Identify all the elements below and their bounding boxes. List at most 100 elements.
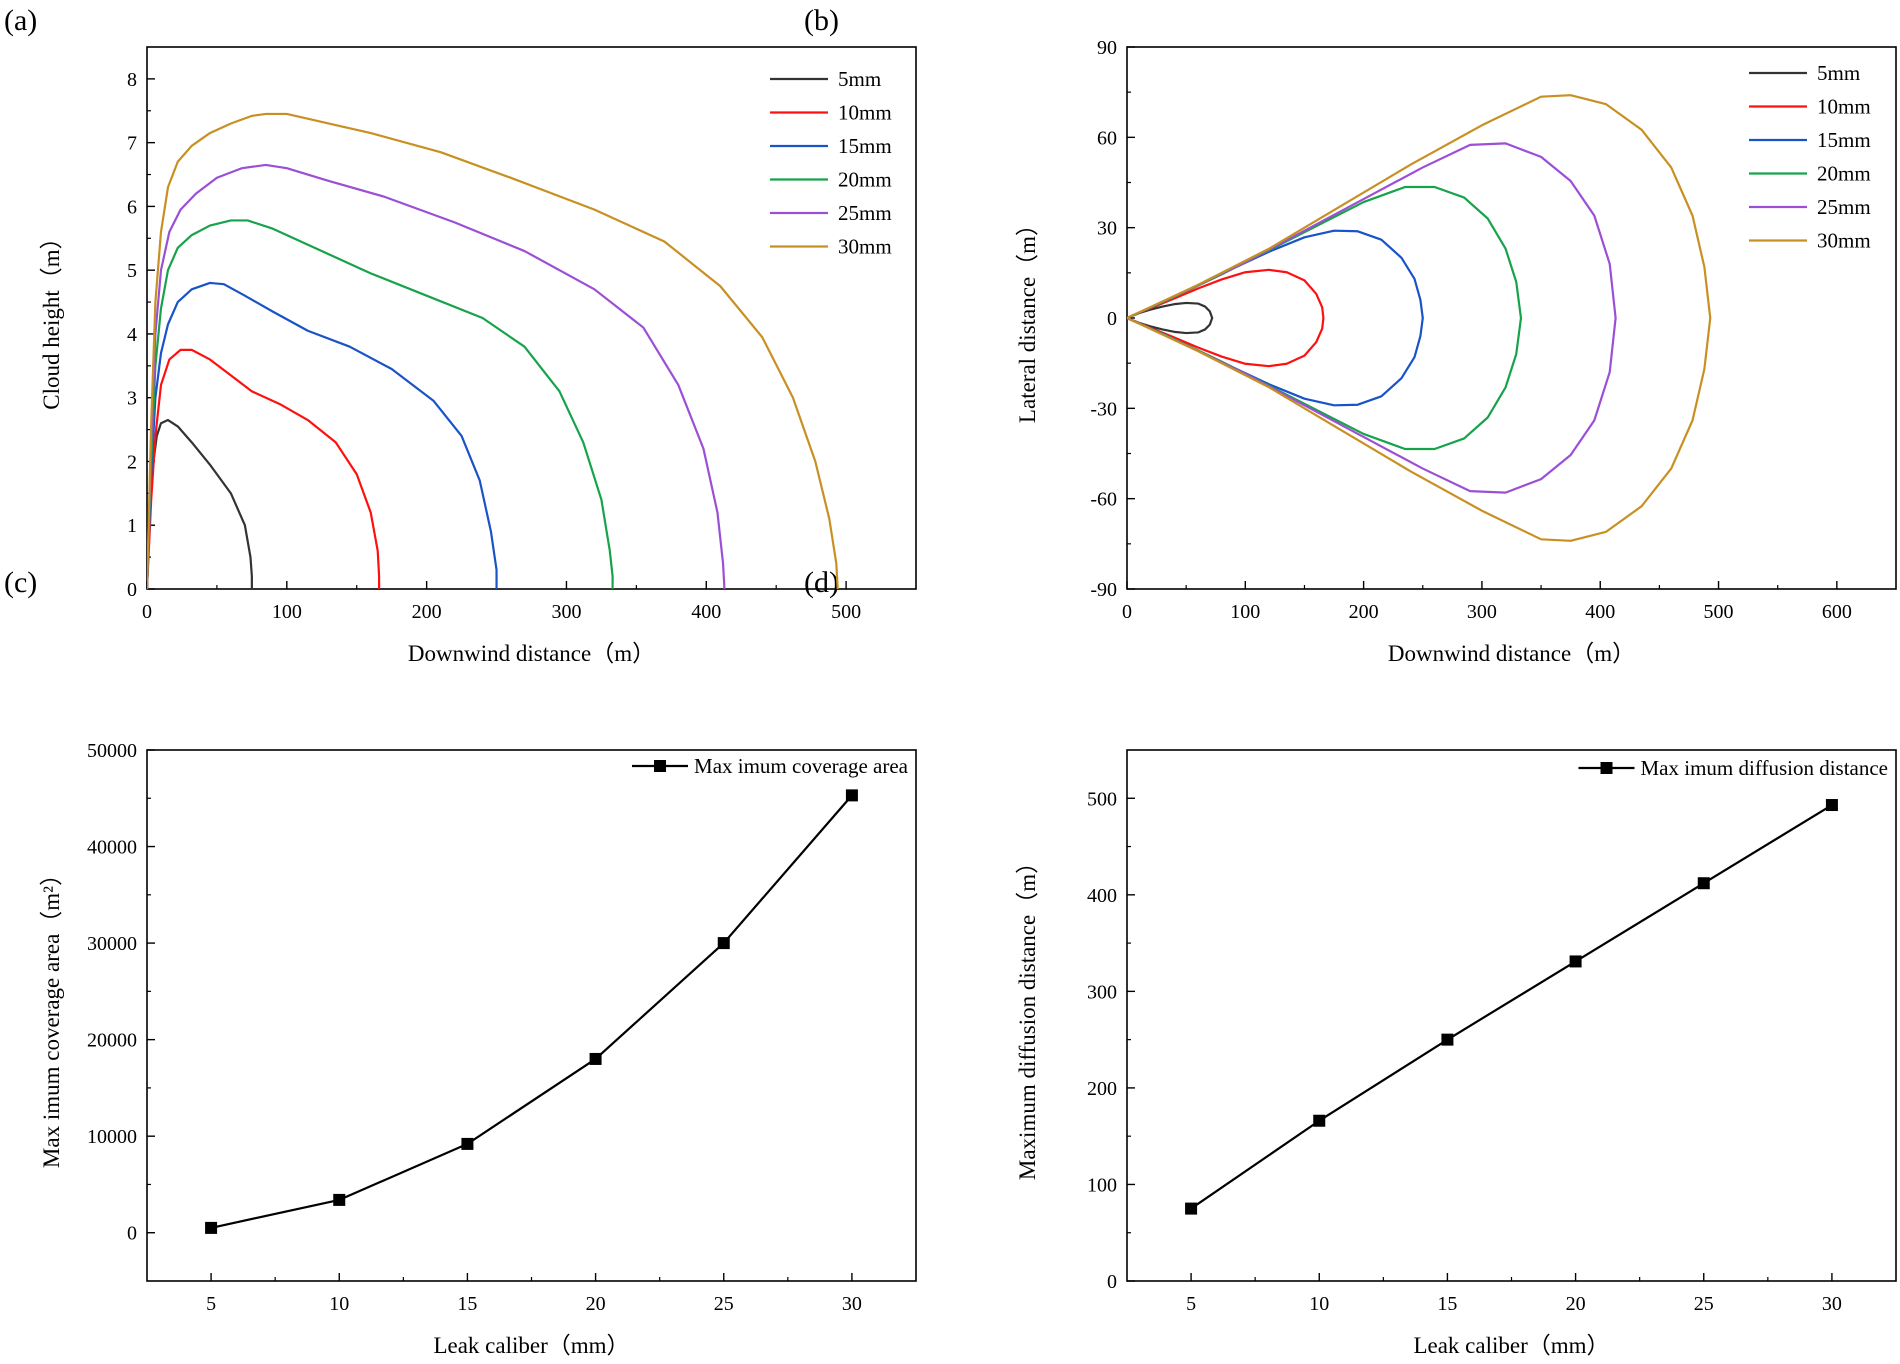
data-point [1569, 955, 1582, 968]
x-tick-label: 30 [1822, 1293, 1842, 1315]
x-tick-label: 400 [1585, 601, 1615, 623]
y-tick-label: 30000 [87, 933, 137, 955]
y-tick-label: -60 [1090, 489, 1117, 511]
y-tick-label: 3 [127, 388, 137, 410]
legend-label: 5mm [1817, 61, 1860, 85]
y-tick-label: 0 [1107, 1271, 1117, 1293]
plot-frame [146, 46, 917, 590]
series-line [210, 794, 853, 1229]
panel-label-b: (b) [804, 4, 839, 37]
plot-frame [1126, 46, 1897, 590]
y-tick-label: 100 [1087, 1174, 1117, 1196]
y-tick-label: 200 [1087, 1078, 1117, 1100]
panel-label-c: (c) [4, 566, 38, 599]
y-tick-label: 40000 [87, 837, 137, 859]
x-tick-label: 15 [457, 1293, 477, 1315]
series-line-30mm [1127, 94, 1712, 542]
x-tick-label: 200 [412, 601, 442, 623]
data-point [205, 1221, 218, 1234]
x-tick-label: 25 [1694, 1293, 1714, 1315]
y-tick-label: 2 [127, 451, 137, 473]
data-point [333, 1193, 346, 1206]
data-point [589, 1052, 602, 1065]
data-point [461, 1137, 474, 1150]
data-point [1313, 1114, 1326, 1127]
legend-label: 5mm [838, 67, 881, 91]
data-point [1185, 1202, 1198, 1215]
legend-label: 25mm [1817, 195, 1871, 219]
series-line [147, 163, 726, 589]
series-line [147, 418, 253, 589]
y-tick-label: 20000 [87, 1030, 137, 1052]
x-tick-label: 0 [142, 601, 152, 623]
x-tick-label: 10 [329, 1293, 349, 1315]
x-tick-label: 0 [1122, 601, 1132, 623]
y-tick-label: 7 [127, 133, 137, 155]
y-tick-label: -90 [1090, 579, 1117, 601]
y-tick-label: 30 [1097, 218, 1117, 240]
x-tick-label: 25 [714, 1293, 734, 1315]
legend-label: 20mm [1817, 162, 1871, 186]
y-axis-label: Max imum coverage area（m²） [39, 863, 64, 1168]
x-tick-label: 5 [1186, 1293, 1196, 1315]
legend-label: 15mm [1817, 128, 1871, 152]
x-axis-label: Leak caliber（mm） [433, 1333, 629, 1358]
plot-frame [146, 749, 917, 1282]
series-line-10mm [1127, 268, 1325, 368]
x-axis-label: Downwind distance（m） [408, 641, 655, 666]
x-tick-label: 600 [1822, 601, 1852, 623]
y-tick-label: 400 [1087, 885, 1117, 907]
legend-label: 15mm [838, 134, 892, 158]
y-tick-label: 8 [127, 69, 137, 91]
y-tick-label: 0 [127, 579, 137, 601]
x-tick-label: 30 [842, 1293, 862, 1315]
x-tick-label: 10 [1309, 1293, 1329, 1315]
x-tick-label: 5 [206, 1293, 216, 1315]
legend-label: 10mm [1817, 95, 1871, 119]
y-tick-label: 90 [1097, 37, 1117, 59]
data-point [1441, 1033, 1454, 1046]
x-axis-label: Downwind distance（m） [1388, 641, 1635, 666]
series-line [147, 281, 498, 589]
series-line [147, 219, 614, 589]
x-tick-label: 100 [272, 601, 302, 623]
chart-panel-b: 0 100 200 300 400 500 600 -90 -60 -30 0 30 60 90 Downw… [1015, 37, 1897, 666]
data-point [1825, 799, 1838, 812]
x-tick-label: 15 [1437, 1293, 1457, 1315]
y-tick-label: 0 [1107, 308, 1117, 330]
x-tick-label: 20 [586, 1293, 606, 1315]
y-tick-label: 10000 [87, 1126, 137, 1148]
series-line-25mm [1127, 142, 1617, 494]
y-tick-label: 300 [1087, 981, 1117, 1003]
series-line-15mm [1127, 229, 1424, 407]
y-tick-label: -30 [1090, 398, 1117, 420]
legend-label: 30mm [838, 235, 892, 259]
series-line [1190, 804, 1833, 1210]
x-tick-label: 300 [1467, 601, 1497, 623]
panel-label-d: (d) [804, 566, 839, 599]
y-tick-label: 0 [127, 1223, 137, 1245]
series-line [147, 348, 381, 589]
x-tick-label: 400 [691, 601, 721, 623]
legend-label: Max imum coverage area [694, 754, 909, 778]
legend-label: 30mm [1817, 229, 1871, 253]
x-tick-label: 500 [1704, 601, 1734, 623]
legend-marker [654, 760, 667, 772]
x-tick-label: 300 [551, 601, 581, 623]
y-tick-label: 1 [127, 515, 137, 537]
legend-label: 25mm [838, 201, 892, 225]
y-tick-label: 60 [1097, 127, 1117, 149]
y-tick-label: 50000 [87, 740, 137, 762]
series-line-5mm [1127, 301, 1214, 335]
y-tick-label: 500 [1087, 788, 1117, 810]
y-tick-label: 4 [127, 324, 137, 346]
y-axis-label: Lateral distance（m） [1015, 213, 1040, 423]
series-line-20mm [1127, 185, 1523, 451]
x-tick-label: 20 [1566, 1293, 1586, 1315]
legend-marker [1600, 762, 1613, 774]
legend-label: 10mm [838, 101, 892, 125]
x-axis-label: Leak caliber（mm） [1413, 1333, 1609, 1358]
chart-panel-c: 5 10 15 20 25 30 0 10000 20000 30000 40000 50000 Lea… [39, 740, 917, 1358]
